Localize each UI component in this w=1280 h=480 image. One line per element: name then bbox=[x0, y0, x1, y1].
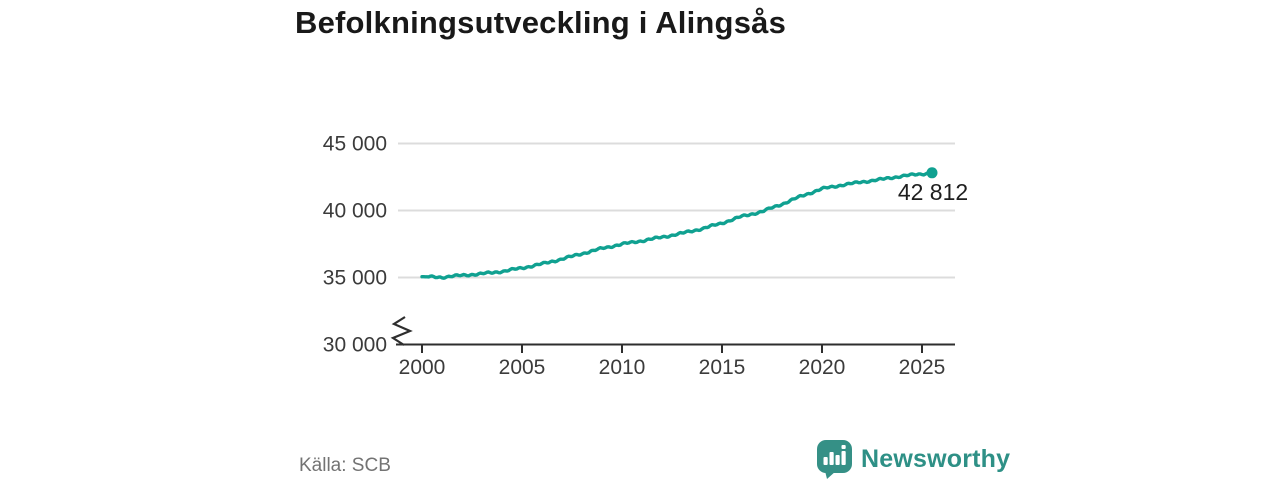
source-note: Källa: SCB bbox=[299, 455, 391, 476]
brand-logo: Newsworthy bbox=[816, 439, 1010, 480]
brand-name: Newsworthy bbox=[861, 445, 1011, 473]
x-tick-2005: 2005 bbox=[499, 356, 546, 379]
bar-chart-glyph bbox=[823, 445, 846, 465]
x-axis bbox=[396, 343, 955, 353]
y-tick-45000: 45 000 bbox=[323, 133, 387, 156]
latest-value-dot bbox=[926, 167, 938, 179]
chart-title: Befolkningsutveckling i Alingsås bbox=[295, 5, 787, 40]
x-tick-2020: 2020 bbox=[799, 356, 846, 379]
y-axis-labels: 45 000 40 000 35 000 30 000 bbox=[323, 133, 387, 357]
y-tick-40000: 40 000 bbox=[323, 200, 387, 223]
latest-value-label: 42 812 bbox=[898, 179, 968, 205]
y-tick-30000: 30 000 bbox=[323, 334, 387, 357]
x-axis-labels: 2000 2005 2010 2015 2020 2025 bbox=[399, 356, 946, 379]
x-tick-2010: 2010 bbox=[599, 356, 646, 379]
x-tick-2025: 2025 bbox=[899, 356, 946, 379]
population-line-series bbox=[420, 171, 934, 280]
gridlines bbox=[398, 142, 955, 279]
y-axis-break-icon bbox=[390, 316, 413, 346]
y-tick-35000: 35 000 bbox=[323, 267, 387, 290]
newsworthy-speech-bubble-icon bbox=[817, 440, 852, 479]
x-tick-2015: 2015 bbox=[699, 356, 746, 379]
x-tick-2000: 2000 bbox=[399, 356, 446, 379]
